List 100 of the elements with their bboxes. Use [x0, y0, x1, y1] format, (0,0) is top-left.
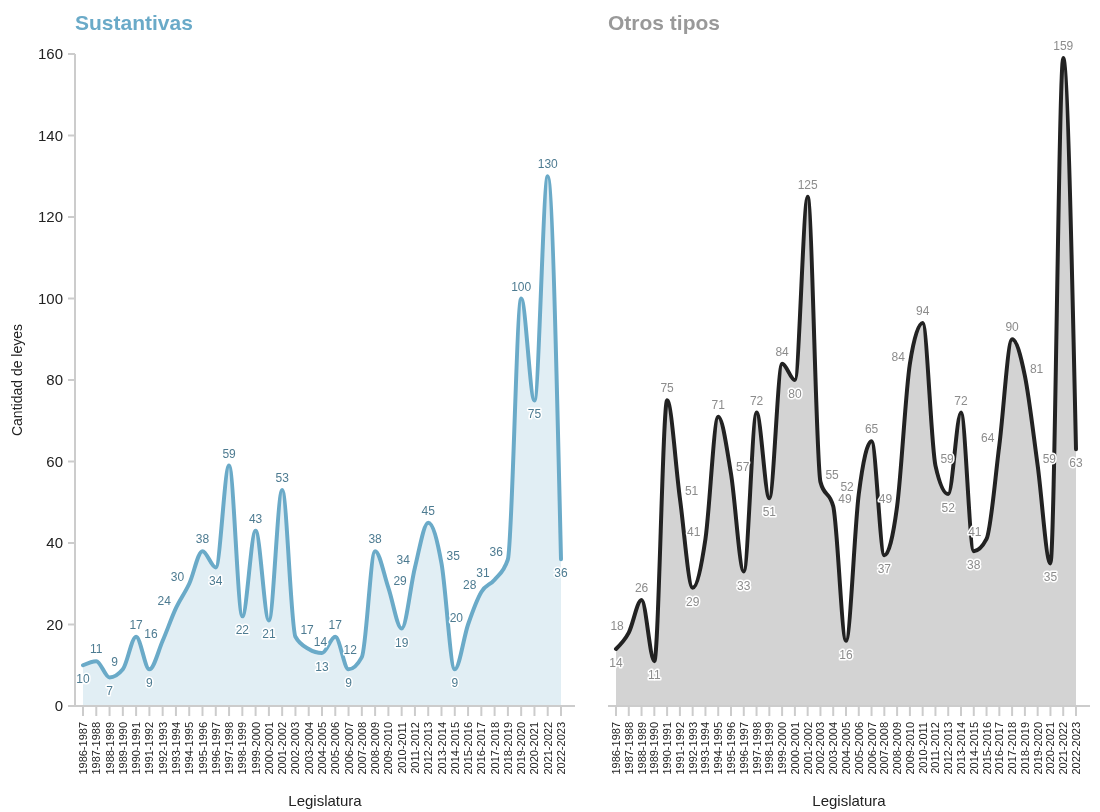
- data-label: 16: [839, 647, 853, 662]
- x-tick-label: 2002-2003: [814, 722, 827, 775]
- y-tick-label: 140: [37, 126, 63, 144]
- data-label: 71: [711, 397, 726, 412]
- x-tick-label: 2000-2001: [262, 722, 275, 775]
- x-tick-label: 1989-1990: [648, 722, 661, 775]
- data-label: 72: [749, 393, 764, 408]
- x-tick-label: 1990-1991: [130, 722, 143, 775]
- x-tick-label: 1987-1988: [90, 722, 103, 775]
- x-tick-label: 2010-2011: [916, 722, 929, 774]
- data-label: 94: [915, 303, 930, 318]
- data-label: 35: [1043, 570, 1058, 585]
- data-label: 11: [648, 668, 661, 683]
- y-tick-label: 80: [46, 371, 63, 388]
- x-tick-label: 2018-2019: [1018, 722, 1031, 775]
- x-axis-title: Legislatura: [812, 792, 887, 809]
- x-tick-label: 2001-2002: [276, 722, 289, 775]
- data-label: 43: [248, 511, 263, 526]
- x-tick-label: 1992-1993: [686, 722, 699, 775]
- x-tick-label: 2000-2001: [788, 722, 801, 775]
- x-tick-label: 1991-1992: [673, 722, 686, 775]
- x-tick-label: 1990-1991: [661, 722, 674, 775]
- data-label: 16: [144, 626, 158, 641]
- x-tick-label: 1996-1997: [737, 722, 750, 775]
- y-tick-label: 20: [46, 615, 63, 633]
- x-tick-label: 1988-1989: [103, 722, 116, 775]
- x-tick-label: 1993-1994: [169, 722, 182, 775]
- data-label: 84: [891, 349, 906, 364]
- data-label: 80: [788, 387, 802, 401]
- y-tick-label: 160: [37, 45, 63, 62]
- data-label: 38: [195, 532, 210, 547]
- data-label: 11: [90, 642, 103, 657]
- x-tick-label: 1999-2000: [776, 722, 789, 775]
- x-tick-label: 2008-2009: [891, 722, 904, 775]
- data-label: 38: [967, 558, 981, 573]
- data-label: 26: [634, 581, 649, 596]
- data-label: 17: [300, 622, 315, 637]
- x-tick-label: 2009-2010: [903, 722, 916, 775]
- x-tick-label: 2014-2015: [448, 722, 461, 775]
- x-tick-label: 2020-2021: [1044, 722, 1057, 775]
- x-tick-label: 1989-1990: [116, 722, 129, 775]
- data-label: 64: [980, 431, 995, 446]
- y-tick-label: 120: [37, 208, 63, 225]
- data-label: 7: [106, 684, 114, 699]
- data-label: 22: [235, 623, 250, 638]
- x-tick-label: 1996-1997: [209, 722, 222, 775]
- chart-title: Otros tipos: [608, 11, 721, 34]
- x-tick-label: 2013-2014: [955, 722, 967, 775]
- x-tick-label: 2007-2008: [355, 722, 368, 775]
- data-label: 49: [838, 492, 852, 507]
- x-tick-label: 2003-2004: [302, 722, 315, 775]
- data-label: 31: [476, 565, 490, 580]
- data-label: 63: [1069, 456, 1083, 471]
- data-label: 38: [368, 532, 383, 547]
- x-tick-label: 1997-1998: [223, 722, 236, 775]
- x-tick-label: 2014-2015: [967, 722, 980, 775]
- data-label: 17: [129, 617, 144, 632]
- x-tick-label: 2008-2009: [369, 722, 382, 775]
- data-label: 19: [394, 635, 409, 650]
- data-label: 41: [687, 524, 701, 539]
- data-label: 37: [877, 562, 892, 577]
- data-label: 45: [421, 503, 436, 518]
- data-label: 24: [157, 594, 172, 609]
- x-tick-label: 2017-2018: [488, 722, 501, 775]
- data-label: 130: [537, 157, 559, 172]
- x-tick-label: 2012-2013: [942, 722, 955, 775]
- data-label: 9: [345, 676, 353, 691]
- data-label: 29: [393, 573, 408, 588]
- data-label: 14: [313, 634, 328, 649]
- data-label: 90: [1005, 320, 1020, 335]
- data-label: 52: [941, 501, 956, 516]
- data-label: 9: [111, 655, 119, 670]
- chart-title: Sustantivas: [75, 11, 193, 34]
- data-label: 55: [825, 467, 840, 482]
- x-tick-label: 2019-2020: [515, 722, 528, 775]
- x-tick-label: 2022-2023: [555, 722, 567, 775]
- x-tick-label: 2021-2022: [1057, 722, 1070, 775]
- data-label: 84: [775, 344, 790, 359]
- data-label: 14: [609, 655, 623, 670]
- x-tick-label: 2002-2003: [289, 722, 302, 775]
- x-axis-title: Legislatura: [288, 792, 363, 809]
- data-label: 18: [610, 618, 625, 633]
- data-label: 65: [864, 422, 879, 437]
- x-tick-label: 2022-2023: [1070, 722, 1082, 775]
- data-label: 9: [451, 676, 459, 691]
- x-tick-label: 2011-2012: [408, 722, 421, 774]
- x-tick-label: 2007-2008: [878, 722, 891, 775]
- data-label: 72: [954, 393, 968, 408]
- y-axis-title: Cantidad de leyes: [9, 323, 25, 437]
- x-tick-label: 1998-1999: [763, 722, 776, 775]
- x-tick-label: 1993-1994: [699, 722, 712, 775]
- data-label: 75: [660, 381, 675, 396]
- x-tick-label: 2011-2012: [929, 722, 942, 774]
- data-label: 59: [222, 446, 237, 461]
- x-tick-label: 2005-2006: [852, 722, 865, 775]
- data-label: 53: [275, 471, 290, 486]
- x-tick-label: 2004-2005: [316, 722, 328, 775]
- x-tick-label: 1997-1998: [750, 722, 763, 775]
- x-tick-label: 1995-1996: [196, 722, 209, 775]
- data-label: 12: [343, 643, 358, 658]
